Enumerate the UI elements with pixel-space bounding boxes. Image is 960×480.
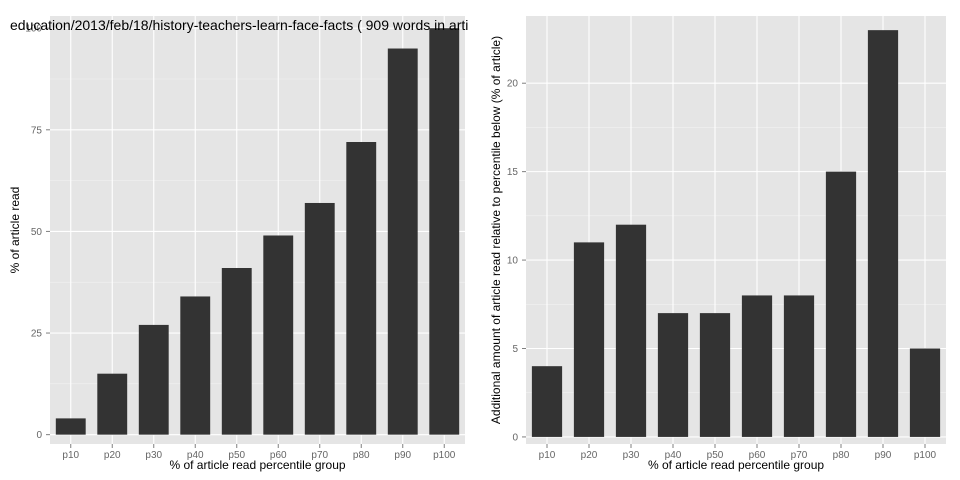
bar-p40 xyxy=(180,296,211,435)
bar-p80 xyxy=(346,142,377,435)
bar-p30 xyxy=(615,224,647,437)
bar-p60 xyxy=(263,235,294,435)
y-tick-label: 75 xyxy=(31,125,43,136)
x-tick-label-p100: p100 xyxy=(914,450,937,461)
x-axis-title: % of article read percentile group xyxy=(648,458,824,472)
y-tick-label: 5 xyxy=(512,344,518,355)
x-tick-label-p20: p20 xyxy=(581,450,598,461)
y-tick-label: 15 xyxy=(507,167,519,178)
y-tick-label: 25 xyxy=(31,329,43,340)
bar-p70 xyxy=(304,202,335,435)
x-tick-label-p40: p40 xyxy=(665,450,682,461)
x-tick-label-p60: p60 xyxy=(270,450,287,461)
x-tick-label-p60: p60 xyxy=(749,450,766,461)
bar-p20 xyxy=(97,373,128,435)
x-tick-label-p10: p10 xyxy=(539,450,556,461)
y-tick-label: 0 xyxy=(36,430,42,441)
y-tick-label: 20 xyxy=(507,79,519,90)
bar-p100 xyxy=(429,28,460,435)
y-tick-label: 100 xyxy=(25,24,42,35)
bar-p70 xyxy=(783,295,815,437)
x-tick-label-p100: p100 xyxy=(433,450,456,461)
bar-p20 xyxy=(573,242,605,437)
x-tick-label-p30: p30 xyxy=(623,450,640,461)
y-axis-title: Additional amount of article read relati… xyxy=(489,36,503,424)
bar-p50 xyxy=(221,268,252,435)
x-tick-label-p50: p50 xyxy=(228,450,245,461)
x-tick-label-p40: p40 xyxy=(187,450,204,461)
bar-p80 xyxy=(825,171,857,437)
x-tick-label-p20: p20 xyxy=(104,450,121,461)
bar-p100 xyxy=(909,348,941,437)
y-tick-label: 50 xyxy=(31,227,43,238)
x-tick-label-p90: p90 xyxy=(875,450,892,461)
x-tick-label-p10: p10 xyxy=(62,450,79,461)
chart-panel-2: 0 5 10 15 20 p10 p20 p30 p40 p50 p60 p70 p80 p90 p100%… xyxy=(489,16,946,472)
bar-p90 xyxy=(867,30,899,437)
y-axis-title: % of article read xyxy=(8,187,22,274)
x-tick-label-p50: p50 xyxy=(707,450,724,461)
x-axis-title: % of article read percentile group xyxy=(169,458,345,472)
bar-p10 xyxy=(531,366,563,437)
bar-p40 xyxy=(657,313,689,437)
y-tick-label: 0 xyxy=(512,432,518,443)
x-tick-label-p70: p70 xyxy=(311,450,328,461)
bar-p10 xyxy=(55,418,86,435)
bar-p30 xyxy=(138,324,169,435)
chart-panel-1: 0 25 50 75 100 p10 p20 p30 p40 p50 p60 p70 p80 p90 p10… xyxy=(8,16,465,472)
x-tick-label-p30: p30 xyxy=(145,450,162,461)
bar-p60 xyxy=(741,295,773,437)
x-tick-label-p80: p80 xyxy=(353,450,370,461)
chart-title: education/2013/feb/18/history-teachers-l… xyxy=(10,17,468,33)
x-tick-label-p90: p90 xyxy=(394,450,411,461)
bar-p90 xyxy=(387,48,418,435)
bar-p50 xyxy=(699,313,731,437)
x-tick-label-p70: p70 xyxy=(791,450,808,461)
x-tick-label-p80: p80 xyxy=(833,450,850,461)
y-tick-label: 10 xyxy=(507,256,519,267)
